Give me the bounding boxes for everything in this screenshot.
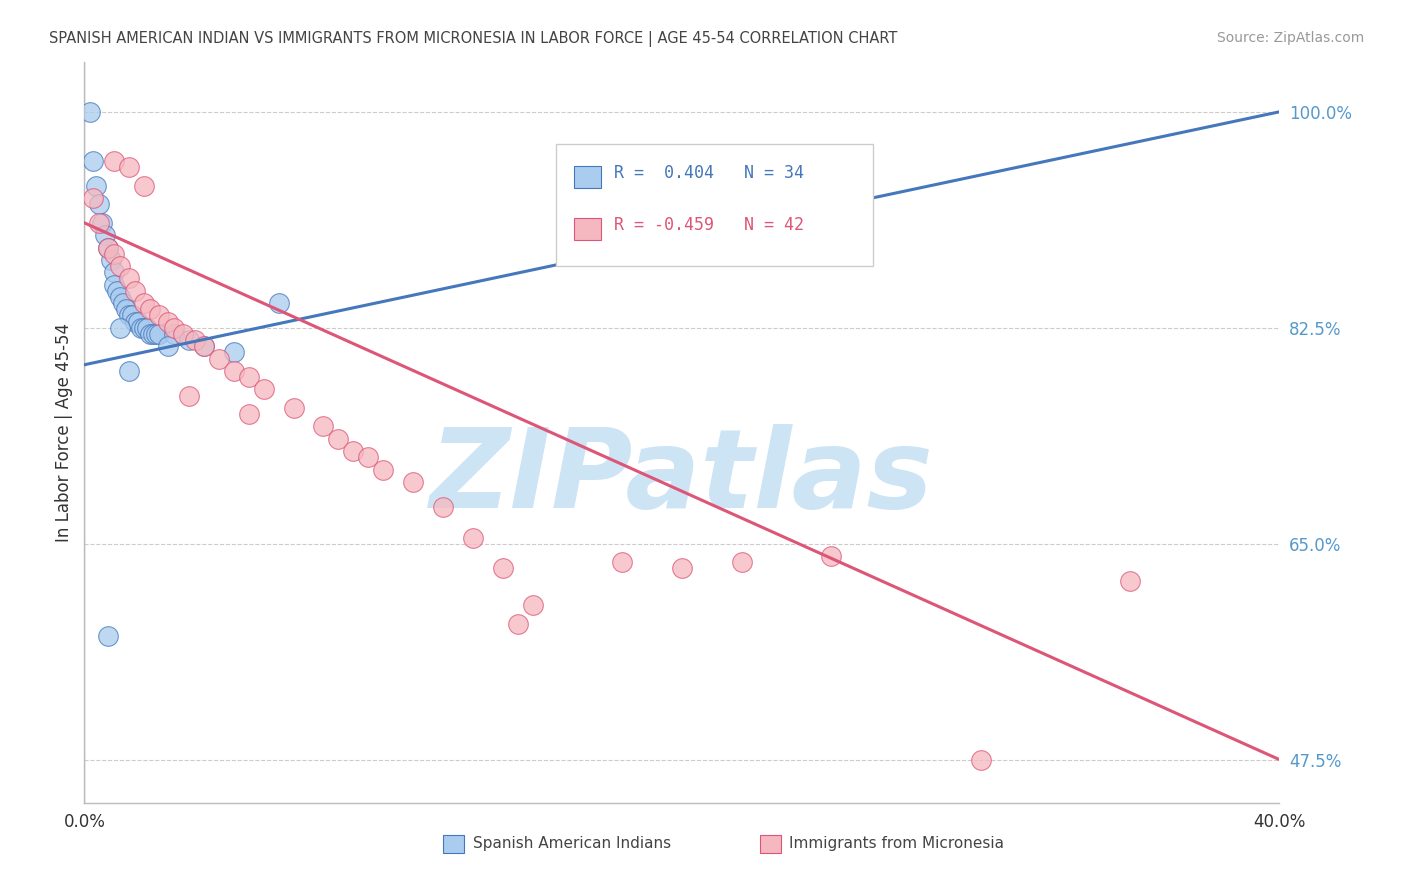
Point [97,240,120,255]
Point [148,309,170,323]
Point [357,450,380,465]
Point [136,320,159,334]
Point [506,616,529,631]
Point [105,284,128,298]
Point [121,309,143,323]
Point [103,265,125,279]
Point [79,104,101,119]
Point [522,599,544,613]
Text: R = -0.459   N = 42: R = -0.459 N = 42 [614,217,804,235]
Point [253,383,276,397]
Point [222,345,245,359]
Point [177,333,200,347]
Point [97,240,120,255]
Point [163,326,186,341]
Point [124,284,146,298]
Point [110,320,132,334]
Point [127,315,149,329]
Point [157,339,180,353]
Point [612,555,634,569]
Point [139,302,162,317]
Point [970,753,993,767]
Point [86,178,108,193]
Point [283,401,305,415]
Point [193,339,215,353]
Bar [575,218,600,240]
Point [129,320,152,334]
Point [103,154,125,169]
Y-axis label: In Labor Force | Age 45-54: In Labor Force | Age 45-54 [55,323,73,542]
Point [312,419,335,434]
Point [97,629,120,643]
Point [110,259,132,273]
Point [82,154,104,169]
Point [132,296,156,310]
Point [148,326,170,341]
Point [172,326,194,341]
Point [461,531,484,545]
Point [124,315,146,329]
Text: Source: ZipAtlas.com: Source: ZipAtlas.com [1216,31,1364,45]
Point [94,228,117,243]
Text: SPANISH AMERICAN INDIAN VS IMMIGRANTS FROM MICRONESIA IN LABOR FORCE | AGE 45-54: SPANISH AMERICAN INDIAN VS IMMIGRANTS FR… [49,31,897,47]
Point [118,271,141,285]
Point [89,216,111,230]
Point [193,339,215,353]
Point [103,277,125,292]
Point [163,320,186,334]
Text: Spanish American Indians: Spanish American Indians [472,836,671,851]
Point [132,178,156,193]
Point [110,290,132,304]
Point [142,326,165,341]
Point [402,475,425,489]
Point [373,462,395,476]
Point [145,326,167,341]
Point [112,296,135,310]
Bar [443,835,464,853]
Point [100,252,122,267]
Point [177,388,200,402]
Point [492,561,515,575]
Point [820,549,842,563]
Text: Immigrants from Micronesia: Immigrants from Micronesia [790,836,1004,851]
Point [118,309,141,323]
Point [118,161,141,175]
Point [184,333,207,347]
Point [731,555,754,569]
Point [238,407,260,421]
Point [91,216,114,230]
Bar [575,166,600,188]
Point [238,370,260,384]
Point [132,320,156,334]
Text: R =  0.404   N = 34: R = 0.404 N = 34 [614,164,804,183]
Point [342,444,364,458]
Point [89,197,111,211]
Point [103,246,125,260]
FancyBboxPatch shape [557,144,873,266]
Point [1119,574,1142,588]
Point [432,500,454,514]
Point [328,432,350,446]
Point [118,364,141,378]
Text: ZIPatlas: ZIPatlas [430,424,934,531]
Point [671,561,693,575]
Point [82,191,104,205]
Point [115,302,138,317]
Point [267,296,290,310]
Point [222,364,245,378]
Point [208,351,231,366]
Bar [759,835,782,853]
Point [157,315,180,329]
Point [139,326,162,341]
